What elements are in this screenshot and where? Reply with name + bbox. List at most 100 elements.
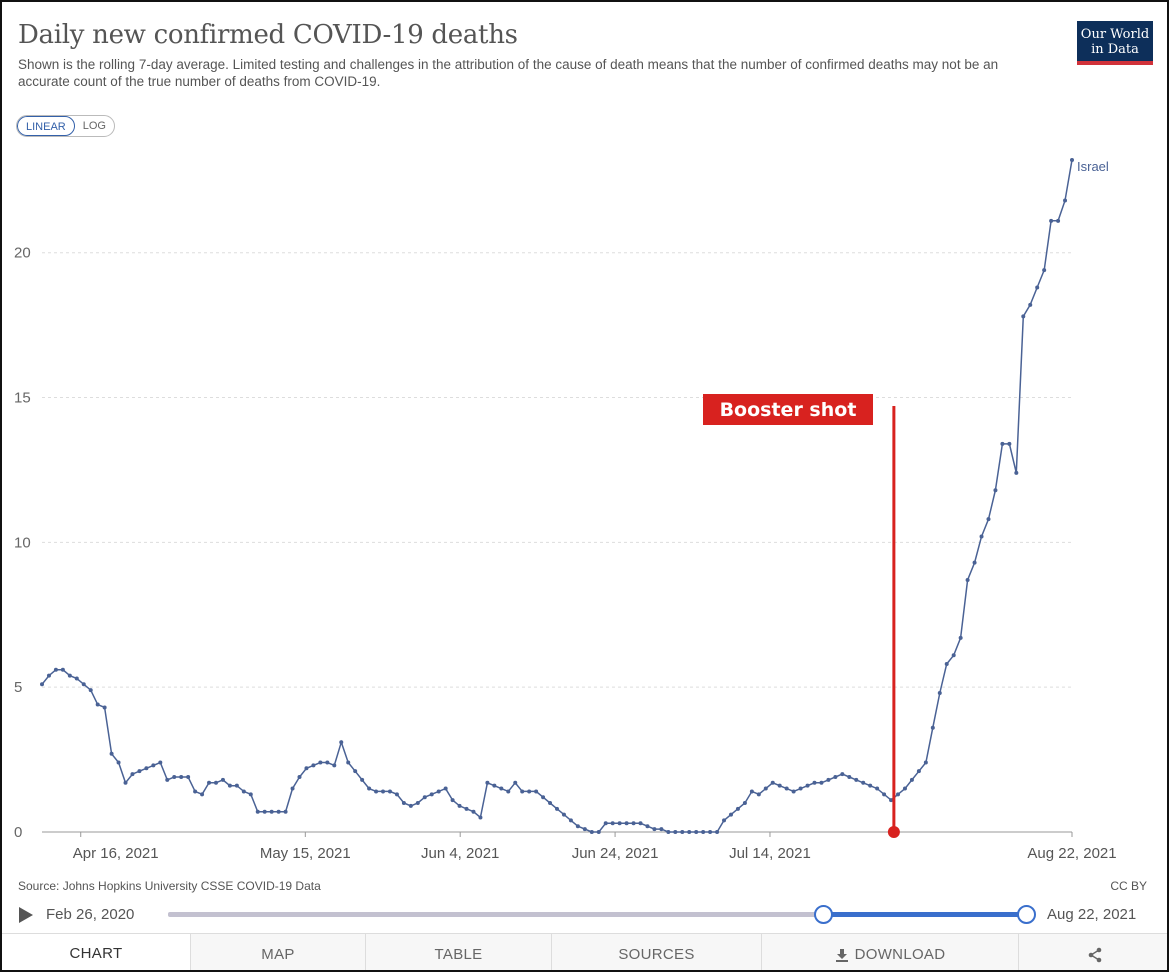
data-point bbox=[227, 783, 232, 788]
data-point bbox=[659, 827, 664, 832]
data-point bbox=[805, 783, 810, 788]
play-icon[interactable] bbox=[19, 907, 33, 923]
data-point bbox=[833, 774, 838, 779]
data-point bbox=[95, 702, 100, 707]
booster-annotation-label: Booster shot bbox=[720, 399, 857, 421]
data-point bbox=[728, 812, 733, 817]
tab-map-label: MAP bbox=[261, 946, 295, 963]
data-point bbox=[1021, 314, 1026, 319]
data-point bbox=[1007, 441, 1012, 446]
data-point bbox=[861, 780, 866, 785]
data-point bbox=[123, 780, 128, 785]
data-point bbox=[568, 818, 573, 823]
data-point bbox=[158, 760, 163, 765]
data-point bbox=[220, 777, 225, 782]
data-point bbox=[450, 798, 455, 803]
data-point bbox=[687, 830, 692, 834]
data-point bbox=[993, 488, 998, 493]
data-point bbox=[387, 789, 392, 794]
data-point bbox=[193, 789, 198, 794]
data-point bbox=[701, 830, 706, 834]
data-point bbox=[53, 667, 58, 672]
linear-scale-button[interactable]: LINEAR bbox=[17, 116, 75, 136]
data-point bbox=[151, 763, 156, 768]
tab-sources[interactable]: SOURCES bbox=[552, 934, 762, 970]
data-point bbox=[937, 690, 942, 695]
logo-line-2: in Data bbox=[1091, 42, 1139, 57]
tab-chart[interactable]: CHART bbox=[2, 934, 191, 970]
data-point bbox=[722, 818, 727, 823]
data-point bbox=[325, 760, 330, 765]
data-point bbox=[457, 803, 462, 808]
data-point bbox=[130, 772, 135, 777]
data-point bbox=[492, 783, 497, 788]
data-point bbox=[1070, 158, 1074, 162]
data-point bbox=[200, 792, 205, 797]
data-point bbox=[1049, 218, 1054, 223]
scale-toggle: LINEAR LOG bbox=[16, 115, 115, 137]
data-point bbox=[742, 801, 747, 806]
data-point bbox=[638, 821, 643, 826]
data-point bbox=[88, 688, 93, 693]
data-point bbox=[791, 789, 796, 794]
timeline-track[interactable] bbox=[168, 912, 1026, 917]
data-point bbox=[596, 830, 601, 834]
data-point bbox=[478, 815, 483, 820]
tab-chart-label: CHART bbox=[69, 944, 123, 962]
data-point bbox=[144, 766, 149, 771]
data-point bbox=[429, 792, 434, 797]
data-point bbox=[923, 760, 928, 765]
data-point bbox=[986, 517, 991, 522]
y-tick-label-10: 10 bbox=[14, 534, 31, 551]
tab-download[interactable]: DOWNLOAD bbox=[762, 934, 1019, 970]
data-point bbox=[784, 786, 789, 791]
data-point bbox=[304, 766, 309, 771]
data-point bbox=[979, 534, 984, 539]
data-point bbox=[840, 772, 845, 777]
data-point bbox=[248, 792, 253, 797]
data-point bbox=[485, 780, 490, 785]
data-point bbox=[520, 789, 525, 794]
data-point bbox=[603, 821, 608, 826]
tab-table-label: TABLE bbox=[434, 946, 483, 963]
data-point bbox=[666, 830, 671, 834]
data-point bbox=[624, 821, 629, 826]
data-point bbox=[213, 780, 218, 785]
data-point bbox=[694, 830, 699, 834]
timeline-selected-range bbox=[824, 912, 1026, 917]
data-point bbox=[555, 806, 559, 811]
timeline-start-handle[interactable] bbox=[814, 905, 833, 924]
share-button[interactable] bbox=[1019, 934, 1167, 970]
data-point bbox=[74, 676, 79, 681]
log-scale-button[interactable]: LOG bbox=[82, 120, 106, 132]
data-point bbox=[283, 809, 288, 814]
data-point bbox=[464, 806, 469, 811]
data-point bbox=[436, 789, 441, 794]
x-tick-label-5: Aug 22, 2021 bbox=[1027, 845, 1116, 862]
license-link[interactable]: CC BY bbox=[1110, 879, 1147, 893]
data-point bbox=[1063, 198, 1068, 203]
tab-bar: CHART MAP TABLE SOURCES DOWNLOAD bbox=[2, 933, 1167, 970]
data-point bbox=[116, 760, 121, 765]
tab-map[interactable]: MAP bbox=[191, 934, 366, 970]
data-point bbox=[401, 801, 406, 806]
data-point bbox=[582, 827, 587, 832]
timeline-slider: Feb 26, 2020 Aug 22, 2021 bbox=[2, 897, 1167, 931]
data-point bbox=[847, 774, 852, 779]
data-point bbox=[930, 725, 935, 730]
data-point bbox=[909, 777, 914, 782]
data-point bbox=[269, 809, 274, 814]
owid-logo[interactable]: Our World in Data bbox=[1077, 21, 1153, 65]
data-point bbox=[290, 786, 295, 791]
data-point bbox=[381, 789, 386, 794]
x-tick-label-0: Apr 16, 2021 bbox=[73, 845, 159, 862]
booster-annotation-box bbox=[703, 394, 873, 425]
data-point bbox=[297, 774, 302, 779]
tab-table[interactable]: TABLE bbox=[366, 934, 552, 970]
tab-download-label: DOWNLOAD bbox=[854, 946, 946, 963]
timeline-end-handle[interactable] bbox=[1017, 905, 1036, 924]
data-point bbox=[763, 786, 768, 791]
data-point bbox=[46, 673, 51, 678]
page-title: Daily new confirmed COVID-19 deaths bbox=[18, 20, 518, 50]
